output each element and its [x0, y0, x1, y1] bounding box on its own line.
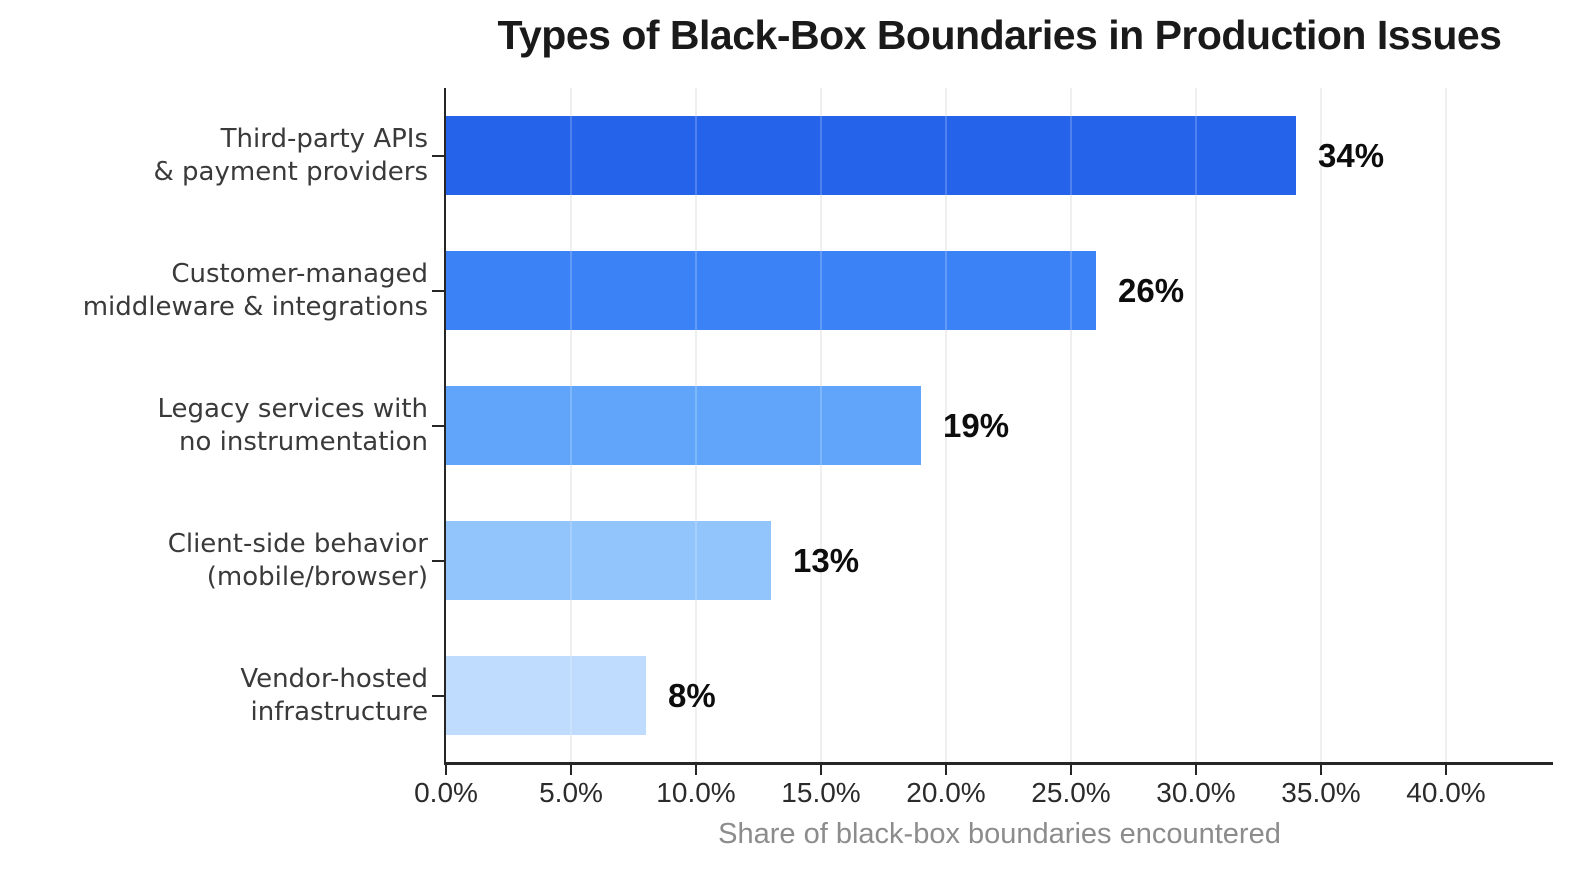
x-tick-label: 0.0% [414, 777, 478, 808]
gridline [945, 88, 947, 763]
y-tick [432, 424, 444, 427]
x-tick-label: 10.0% [656, 777, 736, 808]
bar [446, 251, 1096, 330]
y-tick [432, 154, 444, 157]
y-tick [432, 559, 444, 562]
bar-value-label: 34% [1318, 136, 1385, 174]
x-tick-label: 30.0% [1156, 777, 1236, 808]
x-tick-label: 40.0% [1406, 777, 1486, 808]
x-tick [695, 765, 697, 775]
plot-area: 0.0% 5.0% 10.0% 15.0% 20.0% 25.0% 30.0% 35.0% 40… [414, 88, 1553, 808]
category-label: Customer-managed middleware & integratio… [82, 258, 428, 322]
bar-value-label: 19% [943, 406, 1010, 444]
gridline [1445, 88, 1447, 763]
category-label: Client-side behavior (mobile/browser) [167, 528, 428, 592]
gridline [1070, 88, 1072, 763]
x-tick [570, 765, 572, 775]
x-tick [1320, 765, 1322, 775]
gridline-overlay [1070, 88, 1072, 763]
y-tick [432, 289, 444, 292]
x-tick-label: 20.0% [906, 777, 986, 808]
category-label: Third-party APIs & payment providers [153, 123, 429, 187]
x-axis-label: Share of black-box boundaries encountere… [718, 818, 1281, 850]
y-tick [432, 694, 444, 697]
x-axis-spine [444, 762, 1553, 765]
x-tick-label: 25.0% [1031, 777, 1111, 808]
x-tick-label: 15.0% [781, 777, 861, 808]
x-tick [1445, 765, 1447, 775]
bar-value-label: 13% [793, 541, 860, 579]
x-tick [945, 765, 947, 775]
x-tick [1070, 765, 1072, 775]
bar [446, 386, 921, 465]
gridline-overlay [1195, 88, 1197, 763]
bar [446, 116, 1296, 195]
bar [446, 656, 646, 735]
category-label: Legacy services with no instrumentation [157, 393, 428, 457]
gridline-overlay [570, 88, 572, 763]
gridline-overlay [945, 88, 947, 763]
gridline-overlay [1320, 88, 1322, 763]
y-axis-spine [444, 88, 446, 763]
bar-value-label: 8% [668, 676, 716, 714]
gridline-overlay [820, 88, 822, 763]
x-tick [820, 765, 822, 775]
gridline-overlay [695, 88, 697, 763]
bar [446, 521, 771, 600]
gridline-overlay [1445, 88, 1447, 763]
category-label: Vendor-hosted infrastructure [240, 663, 428, 727]
x-tick [445, 765, 447, 775]
bar-value-label: 26% [1118, 271, 1185, 309]
x-tick [1195, 765, 1197, 775]
gridline [1320, 88, 1322, 763]
x-tick-label: 5.0% [539, 777, 603, 808]
x-tick-label: 35.0% [1281, 777, 1361, 808]
gridline [1195, 88, 1197, 763]
chart-title: Types of Black-Box Boundaries in Product… [497, 12, 1502, 58]
